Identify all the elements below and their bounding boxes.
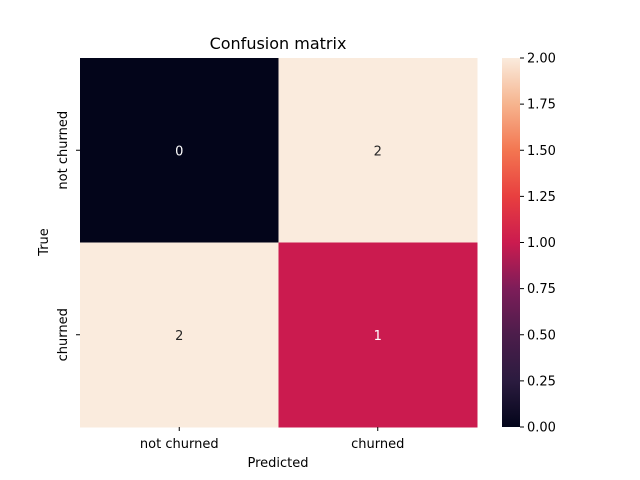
heatmap-cells <box>80 58 478 428</box>
x-tick-label: churned <box>351 437 404 452</box>
colorbar-tick-label: 2.00 <box>527 52 556 67</box>
heatmap-cell-r1-c1 <box>278 242 478 428</box>
colorbar-ticks: 0.00 0.25 0.50 0.75 1.00 1.25 1.50 1.75 2.00 <box>520 52 556 436</box>
y-axis-label: True <box>37 228 52 257</box>
x-axis-label: Predicted <box>247 456 308 471</box>
colorbar-tick-label: 0.00 <box>527 421 556 436</box>
colorbar-tick-label: 1.25 <box>527 190 556 205</box>
heatmap-cell-r0-c0 <box>80 58 279 243</box>
colorbar-tick-label: 0.75 <box>527 282 556 297</box>
colorbar-tick-label: 1.00 <box>527 236 556 251</box>
heatmap-cell-labels: 0 2 2 1 <box>175 144 382 344</box>
y-axis-ticks: not churned churned <box>56 111 80 361</box>
chart-title: Confusion matrix <box>210 34 347 53</box>
cell-value-label: 1 <box>374 329 382 344</box>
heatmap-cell-r1-c0 <box>80 242 279 428</box>
colorbar-tick-label: 1.75 <box>527 98 556 113</box>
x-axis-ticks: not churned churned <box>140 427 404 452</box>
heatmap-cell-r0-c1 <box>278 58 478 243</box>
x-tick-label: not churned <box>140 437 219 452</box>
cell-value-label: 2 <box>374 144 382 159</box>
colorbar-tick-label: 1.50 <box>527 144 556 159</box>
colorbar <box>502 58 520 427</box>
cell-value-label: 2 <box>175 329 183 344</box>
colorbar-tick-label: 0.25 <box>527 374 556 389</box>
y-tick-label: churned <box>56 308 71 361</box>
cell-value-label: 0 <box>175 144 183 159</box>
colorbar-tick-label: 0.50 <box>527 328 556 343</box>
y-tick-label: not churned <box>56 111 71 190</box>
